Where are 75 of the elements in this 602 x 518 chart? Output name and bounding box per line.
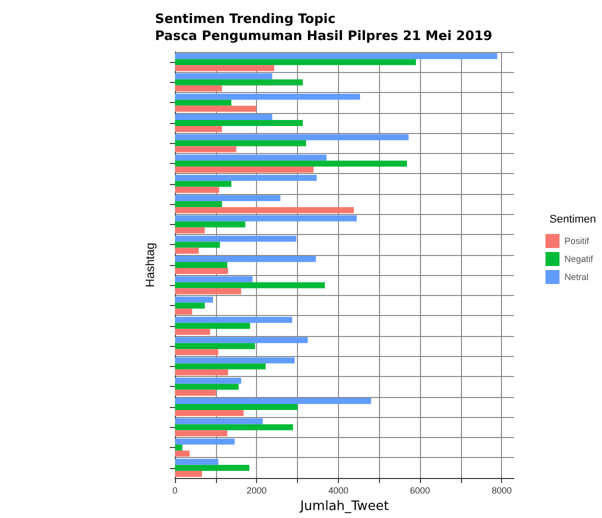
bar: [175, 195, 280, 202]
bar: [175, 322, 250, 329]
bar: [175, 470, 202, 477]
bar: [175, 160, 407, 167]
bar: [175, 424, 294, 430]
bar: [175, 166, 314, 173]
bar: [175, 242, 220, 248]
bar: [175, 398, 372, 404]
bar: [175, 201, 222, 208]
bar: [175, 302, 205, 309]
bar: [175, 73, 272, 80]
bar: [175, 100, 232, 106]
bar: [175, 174, 317, 181]
legend-label: Negatif: [564, 254, 594, 264]
bar: [175, 308, 192, 315]
bar: [175, 363, 266, 370]
bar: [175, 316, 292, 323]
bar: [175, 438, 235, 445]
bar: [175, 450, 190, 457]
bar: [175, 444, 182, 451]
bar: [175, 418, 263, 424]
bar: [175, 134, 409, 140]
bar: [175, 180, 232, 187]
legend-label: Positif: [564, 236, 590, 246]
bar: [175, 430, 228, 436]
bar: [175, 464, 250, 471]
bar: [175, 410, 244, 416]
bar: [175, 349, 218, 356]
legend-label: Netral: [564, 272, 588, 282]
bar: [175, 404, 298, 410]
y-axis-title: Hashtag: [143, 242, 158, 288]
bar: [175, 186, 220, 193]
bar: [175, 207, 354, 214]
bar: [175, 288, 242, 294]
legend-title: Sentimen: [550, 214, 596, 226]
bar: [175, 94, 360, 100]
bar: [175, 114, 272, 120]
bar: [175, 146, 236, 152]
bar: [175, 106, 256, 112]
x-axis-title: Jumlah_Tweet: [299, 499, 389, 514]
bar: [175, 296, 213, 303]
bar: [175, 262, 228, 268]
bar: [175, 256, 316, 262]
bar: [175, 248, 199, 254]
bar: [175, 378, 242, 384]
bar: [175, 154, 327, 161]
bar: [175, 53, 498, 60]
x-tick-label: 8000: [492, 486, 512, 496]
bar: [175, 282, 325, 288]
bar: [175, 59, 416, 66]
bar: [175, 369, 228, 376]
x-tick-label: 6000: [410, 486, 430, 496]
bar: [175, 140, 306, 146]
bar: [175, 458, 218, 465]
bar: [175, 79, 303, 86]
bar: [175, 227, 205, 234]
bar: [175, 268, 228, 274]
bar: [175, 343, 256, 350]
bar: [175, 215, 357, 222]
bar: [175, 85, 222, 92]
bar: [175, 390, 216, 396]
bar: [175, 384, 239, 390]
bar: [175, 221, 246, 228]
bar: [175, 357, 295, 364]
x-tick-label: 2000: [246, 486, 267, 496]
bar: [175, 276, 253, 282]
bar: [175, 236, 296, 242]
chart-title: Sentimen Trending Topic Pasca Pengumuman Hasil Pilpres 21 Mei 2019: [155, 12, 492, 44]
bar: [175, 65, 274, 72]
bar: [175, 126, 222, 132]
bar: [175, 337, 308, 344]
x-tick-label: 4000: [328, 486, 348, 496]
bar: [175, 120, 303, 126]
x-tick-label: 0: [172, 486, 178, 496]
bar: [175, 328, 210, 335]
